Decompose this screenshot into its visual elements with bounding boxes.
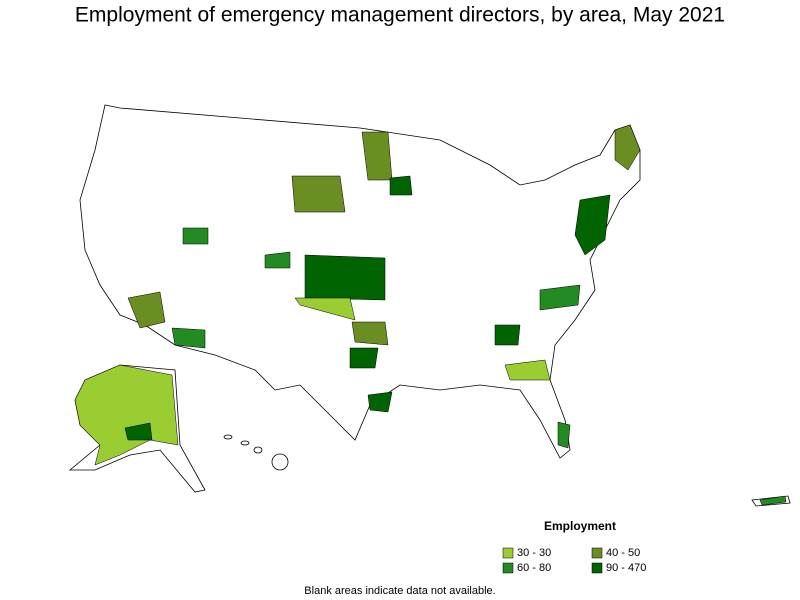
area [291,175,346,213]
legend-label: 30 - 30 [517,547,551,559]
area [127,291,166,329]
area [504,359,551,381]
area [304,254,386,301]
legend-label: 60 - 80 [517,562,551,574]
legend-swatch [591,547,603,559]
area [759,495,787,506]
area [124,422,153,441]
area [182,227,209,245]
area [557,421,571,449]
area [614,124,641,171]
legend-swatch [502,547,514,559]
area [389,175,413,196]
area [367,391,393,413]
area [171,327,206,349]
area [349,347,379,369]
area [264,251,291,269]
legend: 30 - 30 40 - 50 60 - 80 90 - 470 [502,547,646,574]
legend-title: Employment [544,519,616,533]
legend-swatch [502,562,514,574]
map-title: Employment of emergency management direc… [75,4,725,27]
area [574,194,611,256]
legend-label: 40 - 50 [606,547,640,559]
area [351,321,389,346]
hawaii [223,434,289,471]
area [494,324,521,346]
footnote: Blank areas indicate data not available. [304,585,495,597]
area [294,297,356,321]
legend-label: 90 - 470 [606,562,646,574]
area [539,284,581,311]
map [68,104,791,507]
legend-swatch [591,562,603,574]
